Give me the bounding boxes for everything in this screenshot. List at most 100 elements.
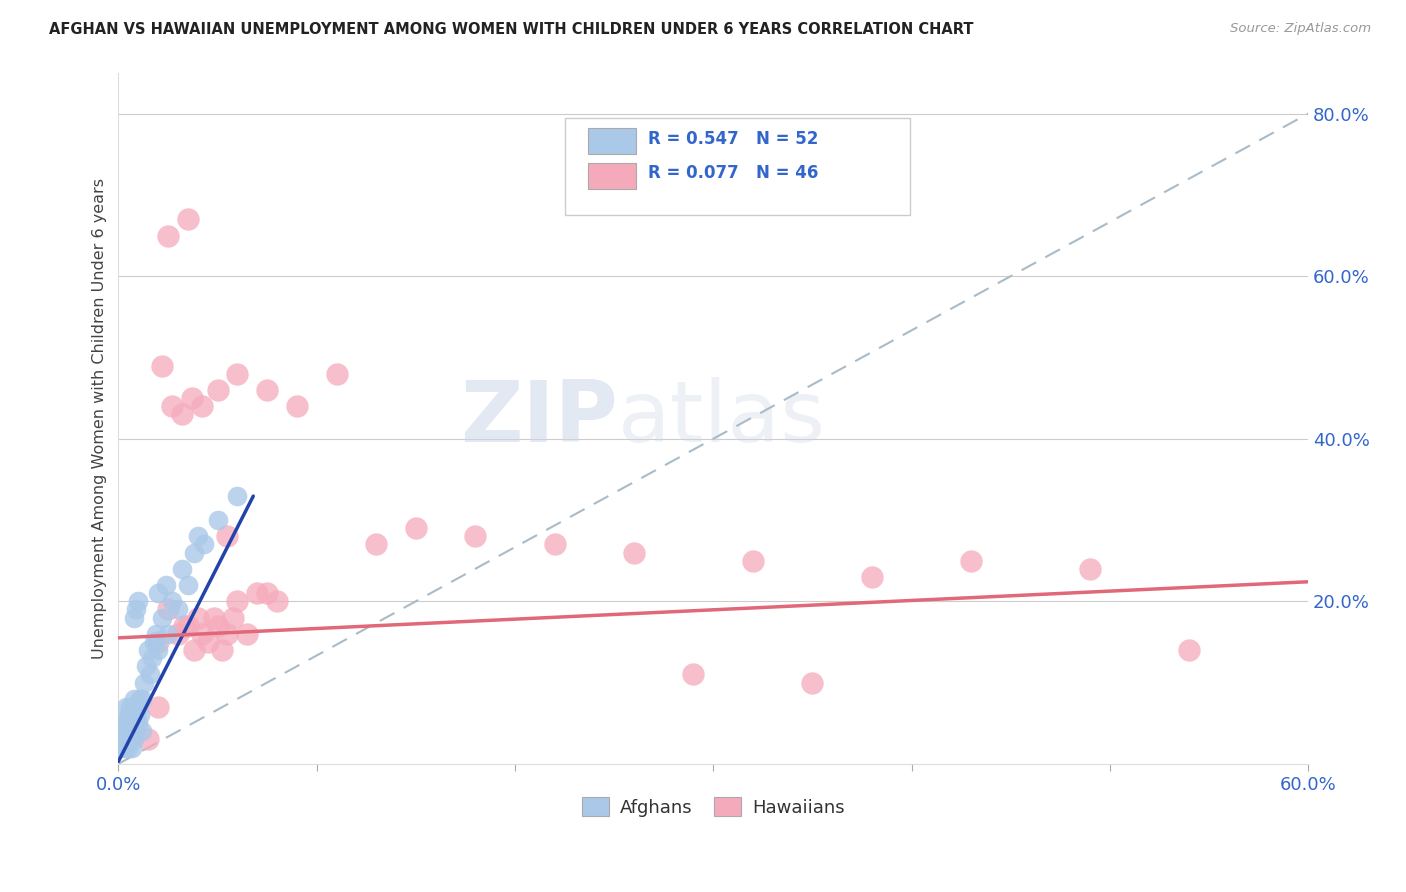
Point: [226, 489, 249, 503]
Point: [156, 602, 179, 616]
Point: [211, 643, 233, 657]
Point: [193, 537, 215, 551]
Point: [134, 675, 156, 690]
Point: [136, 643, 159, 657]
Point: [860, 570, 883, 584]
Point: [190, 399, 212, 413]
Point: [125, 602, 148, 616]
Point: [246, 586, 269, 600]
Point: [117, 740, 139, 755]
Point: [146, 643, 169, 657]
Point: [121, 740, 143, 755]
Point: [187, 529, 209, 543]
Point: [180, 391, 202, 405]
Point: [129, 708, 152, 723]
Point: [129, 691, 152, 706]
Point: [145, 627, 167, 641]
Point: [115, 716, 138, 731]
Point: [1078, 562, 1101, 576]
Point: [150, 359, 173, 373]
FancyBboxPatch shape: [565, 118, 910, 215]
Point: [127, 594, 149, 608]
Point: [125, 708, 148, 723]
Text: Source: ZipAtlas.com: Source: ZipAtlas.com: [1230, 22, 1371, 36]
Point: [143, 635, 166, 649]
Point: [136, 732, 159, 747]
Point: [742, 554, 765, 568]
Point: [156, 228, 179, 243]
Point: [623, 545, 645, 559]
Point: [160, 399, 183, 413]
Point: [222, 610, 245, 624]
Point: [120, 716, 142, 731]
Point: [256, 383, 278, 397]
Point: [156, 627, 179, 641]
Point: [183, 643, 205, 657]
Point: [131, 691, 153, 706]
Point: [226, 367, 249, 381]
Point: [236, 627, 259, 641]
Point: [207, 383, 229, 397]
Point: [121, 708, 143, 723]
Point: [160, 594, 183, 608]
FancyBboxPatch shape: [588, 162, 636, 189]
Text: AFGHAN VS HAWAIIAN UNEMPLOYMENT AMONG WOMEN WITH CHILDREN UNDER 6 YEARS CORRELAT: AFGHAN VS HAWAIIAN UNEMPLOYMENT AMONG WO…: [49, 22, 974, 37]
Point: [141, 651, 163, 665]
Point: [139, 667, 162, 681]
Point: [120, 732, 142, 747]
Point: [121, 724, 143, 739]
Point: [111, 732, 134, 747]
Point: [1178, 643, 1201, 657]
Point: [285, 399, 308, 413]
Point: [117, 724, 139, 739]
Point: [170, 562, 193, 576]
Point: [170, 408, 193, 422]
Point: [197, 635, 219, 649]
Text: ZIP: ZIP: [460, 377, 619, 460]
Point: [207, 513, 229, 527]
Point: [135, 659, 157, 673]
Point: [464, 529, 486, 543]
Text: R = 0.547   N = 52: R = 0.547 N = 52: [648, 129, 818, 148]
FancyBboxPatch shape: [588, 128, 636, 154]
Point: [801, 675, 824, 690]
Point: [124, 732, 146, 747]
Point: [110, 740, 132, 755]
Point: [325, 367, 347, 381]
Point: [177, 618, 200, 632]
Point: [217, 529, 239, 543]
Point: [131, 724, 153, 739]
Point: [167, 627, 190, 641]
Point: [115, 732, 138, 747]
Point: [266, 594, 288, 608]
Point: [173, 618, 195, 632]
Point: [177, 212, 200, 227]
Point: [120, 700, 142, 714]
Text: R = 0.077   N = 46: R = 0.077 N = 46: [648, 164, 818, 182]
Point: [111, 716, 134, 731]
Point: [190, 627, 212, 641]
Point: [127, 700, 149, 714]
Point: [960, 554, 983, 568]
Point: [124, 716, 146, 731]
Point: [177, 578, 200, 592]
Point: [124, 610, 146, 624]
Point: [544, 537, 567, 551]
Point: [217, 627, 239, 641]
Point: [405, 521, 427, 535]
Point: [167, 602, 190, 616]
Point: [117, 708, 139, 723]
Text: atlas: atlas: [619, 377, 827, 460]
Point: [115, 700, 138, 714]
Point: [112, 740, 135, 755]
Point: [155, 578, 177, 592]
Point: [150, 610, 173, 624]
Point: [202, 610, 225, 624]
Point: [366, 537, 388, 551]
Y-axis label: Unemployment Among Women with Children Under 6 years: Unemployment Among Women with Children U…: [93, 178, 107, 659]
Point: [127, 716, 149, 731]
Point: [146, 635, 169, 649]
Point: [226, 594, 249, 608]
Point: [125, 724, 148, 739]
Point: [256, 586, 278, 600]
